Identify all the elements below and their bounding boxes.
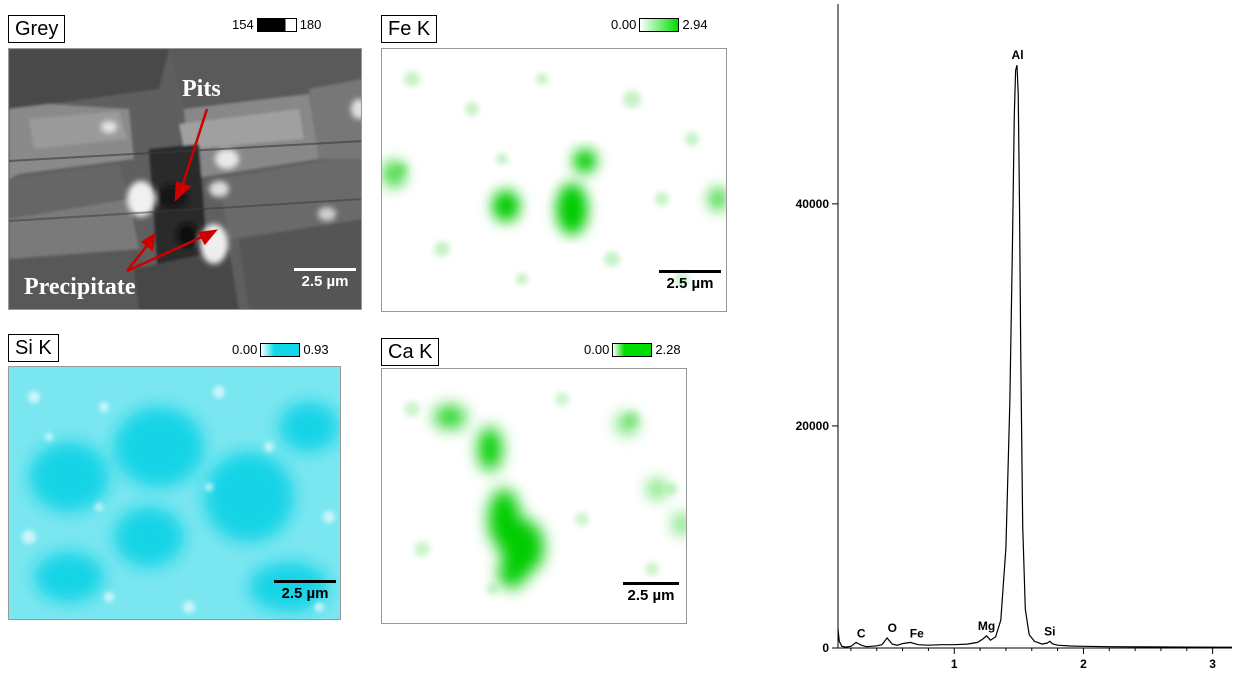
pits-annotation: Pits — [182, 76, 221, 102]
y-tick-label: 0 — [822, 641, 829, 655]
ca-scale-min: 0.00 — [584, 342, 610, 357]
si-scale-bar-line — [274, 580, 336, 583]
x-tick-label: 2 — [1080, 657, 1087, 671]
si-colorbar: 0.00 0.93 — [232, 342, 329, 357]
si-k-map — [8, 366, 341, 620]
si-scale-bar-label: 2.5 µm — [281, 585, 329, 602]
sem-grey-image — [8, 48, 362, 310]
x-tick-label: 3 — [1209, 657, 1216, 671]
y-tick-label: 40000 — [796, 197, 830, 211]
ca-map-label: Ca K — [381, 338, 440, 366]
si-scale-max: 0.93 — [303, 342, 329, 357]
si-scale-min: 0.00 — [232, 342, 258, 357]
fe-colorbar-swatch — [639, 17, 680, 32]
y-tick-label: 20000 — [796, 419, 830, 433]
peak-label: C — [857, 627, 866, 641]
fe-k-map — [381, 48, 727, 312]
peak-label: Al — [1012, 48, 1024, 62]
grey-colorbar-swatch — [256, 17, 297, 32]
spectrum-axes — [837, 4, 1232, 649]
ca-scale-max: 2.28 — [655, 342, 681, 357]
ca-colorbar: 0.00 2.28 — [584, 342, 681, 357]
spectrum-line — [837, 64, 1233, 648]
peak-label: Si — [1044, 624, 1055, 638]
ca-scale-bar-label: 2.5 µm — [627, 587, 675, 604]
spectrum-series — [837, 64, 1233, 648]
fe-scale-bar-line — [659, 270, 721, 273]
spectrum-peak-labels: C O Fe Mg Al Si — [857, 48, 1056, 640]
precipitate-annotation: Precipitate — [24, 274, 136, 300]
grey-scale-bar-label: 2.5 µm — [301, 273, 349, 290]
x-tick-label: 1 — [951, 657, 958, 671]
peak-label: Fe — [910, 627, 924, 641]
fe-colorbar: 0.00 2.94 — [611, 17, 708, 32]
ca-scale-bar-line — [623, 582, 679, 585]
spectrum-ticks: 0 20000 40000 1 2 3 — [796, 197, 1217, 671]
grey-scale-bar: 2.5 µm — [292, 268, 358, 290]
ca-k-map — [381, 368, 687, 624]
si-scale-bar: 2.5 µm — [272, 580, 338, 602]
fe-map-label: Fe K — [381, 15, 438, 43]
grey-map-label: Grey — [8, 15, 66, 43]
peak-label: O — [888, 621, 897, 635]
ca-colorbar-swatch — [612, 342, 653, 357]
grey-scale-max: 180 — [299, 17, 322, 32]
peak-label: Mg — [978, 619, 995, 633]
eds-spectrum-chart: 0 20000 40000 1 2 3 C O Fe Mg Al Si — [796, 4, 1233, 671]
si-colorbar-swatch — [260, 342, 301, 357]
grey-colorbar: 154 180 — [232, 17, 321, 32]
grey-scale-bar-line — [294, 268, 356, 271]
fe-scale-bar: 2.5 µm — [657, 270, 723, 292]
fe-scale-min: 0.00 — [611, 17, 637, 32]
si-map-label: Si K — [8, 334, 59, 362]
ca-scale-bar: 2.5 µm — [621, 582, 681, 604]
fe-scale-max: 2.94 — [682, 17, 708, 32]
fe-scale-bar-label: 2.5 µm — [666, 275, 714, 292]
grey-scale-min: 154 — [232, 17, 254, 32]
